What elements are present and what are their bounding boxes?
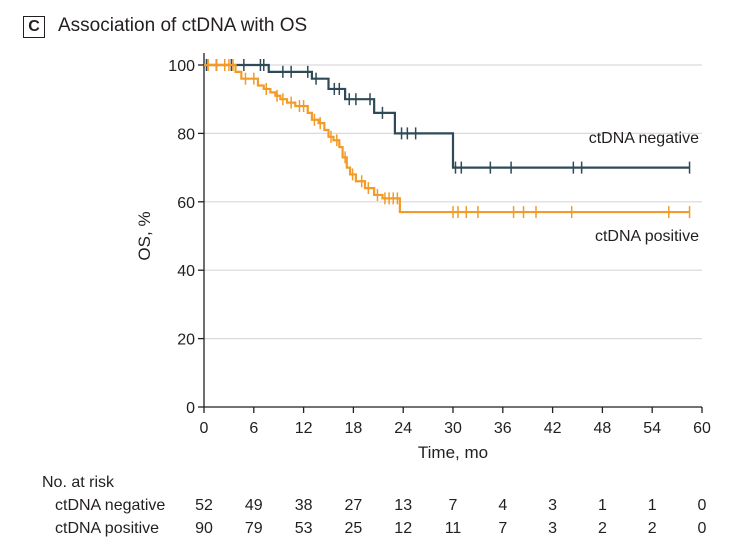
km-curve-ctdna-positive (204, 63, 690, 214)
series-group (204, 59, 691, 219)
axis-labels: Time, mo OS, % ctDNA negative ctDNA posi… (135, 130, 699, 462)
axes: 0 20 40 60 80 100 0 6 12 18 24 30 36 42 48 54 60 (168, 53, 711, 437)
km-curve-ctdna-negative (204, 63, 690, 169)
y-tick-label: 80 (177, 126, 195, 143)
risk-count: 27 (345, 497, 363, 514)
x-tick-label: 24 (394, 420, 412, 437)
x-tick-label: 48 (594, 420, 612, 437)
series-label-ctdna-negative: ctDNA negative (589, 130, 699, 147)
x-tick-label: 30 (444, 420, 462, 437)
risk-count: 7 (449, 497, 458, 514)
risk-row-label: ctDNA negative (55, 497, 165, 514)
risk-count: 49 (245, 497, 263, 514)
x-tick-label: 12 (295, 420, 313, 437)
risk-count: 25 (345, 520, 363, 537)
risk-count: 2 (648, 520, 657, 537)
x-tick-label: 18 (345, 420, 363, 437)
y-tick-label: 20 (177, 332, 195, 349)
x-tick-label: 36 (494, 420, 512, 437)
risk-count: 38 (295, 497, 313, 514)
x-tick-label: 42 (544, 420, 562, 437)
x-tick-label: 54 (643, 420, 661, 437)
x-axis-label: Time, mo (418, 443, 488, 462)
panel-letter: C (23, 16, 45, 38)
y-axis-label: OS, % (135, 211, 154, 260)
x-tick-label: 6 (249, 420, 258, 437)
risk-count: 79 (245, 520, 263, 537)
risk-row-label: ctDNA positive (55, 520, 159, 537)
risk-count: 13 (394, 497, 412, 514)
risk-count: 7 (498, 520, 507, 537)
risk-count: 90 (195, 520, 213, 537)
risk-count: 2 (598, 520, 607, 537)
risk-count: 0 (698, 520, 707, 537)
y-tick-label: 60 (177, 195, 195, 212)
risk-count: 52 (195, 497, 213, 514)
risk-count: 12 (394, 520, 412, 537)
x-tick-label: 60 (693, 420, 711, 437)
y-tick-label: 0 (186, 400, 195, 417)
risk-count: 0 (698, 497, 707, 514)
risk-count: 53 (295, 520, 313, 537)
chart-title: Association of ctDNA with OS (58, 15, 308, 36)
risk-count: 1 (648, 497, 657, 514)
y-tick-label: 100 (168, 58, 195, 75)
risk-count: 3 (548, 497, 557, 514)
risk-table-header: No. at risk (42, 474, 115, 491)
risk-count: 3 (548, 520, 557, 537)
risk-table: No. at risk ctDNA negative ctDNA positiv… (42, 474, 707, 537)
y-tick-label: 40 (177, 263, 195, 280)
x-tick-label: 0 (200, 420, 209, 437)
risk-count: 1 (598, 497, 607, 514)
risk-count: 11 (445, 520, 462, 537)
series-label-ctdna-positive: ctDNA positive (595, 228, 699, 245)
risk-count: 4 (498, 497, 507, 514)
gridlines (204, 64, 702, 340)
